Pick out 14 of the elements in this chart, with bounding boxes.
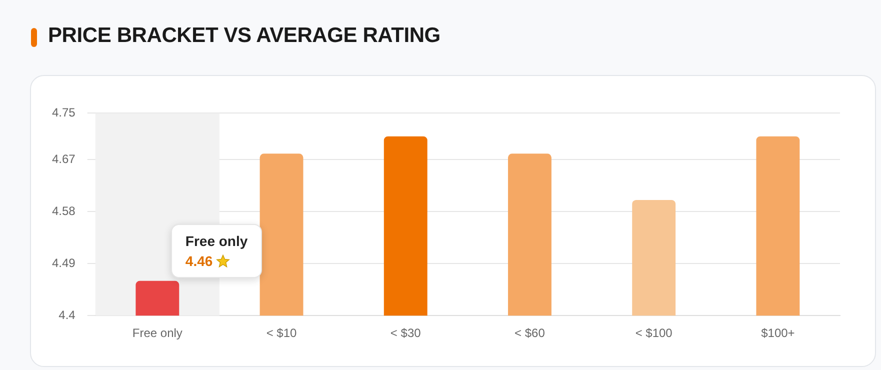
- x-tick-label: < $100: [635, 326, 673, 340]
- y-tick-label: 4.58: [52, 204, 76, 218]
- x-tick-label: Free only: [132, 326, 182, 340]
- x-tick-label: $100+: [761, 326, 795, 340]
- y-tick-label: 4.49: [52, 256, 76, 270]
- annotation: 4.46: [185, 252, 213, 269]
- x-tick-label: < $60: [514, 326, 546, 340]
- y-tick-label: 4.4: [58, 308, 76, 322]
- y-tick-label: 4.75: [52, 106, 76, 120]
- x-tick-label: < $10: [266, 326, 298, 340]
- y-tick-label: 4.67: [52, 152, 76, 166]
- annotation: Free only: [185, 232, 248, 249]
- chart-title: PRICE BRACKET VS AVERAGE RATING: [48, 24, 440, 48]
- x-tick-label: < $30: [390, 326, 422, 340]
